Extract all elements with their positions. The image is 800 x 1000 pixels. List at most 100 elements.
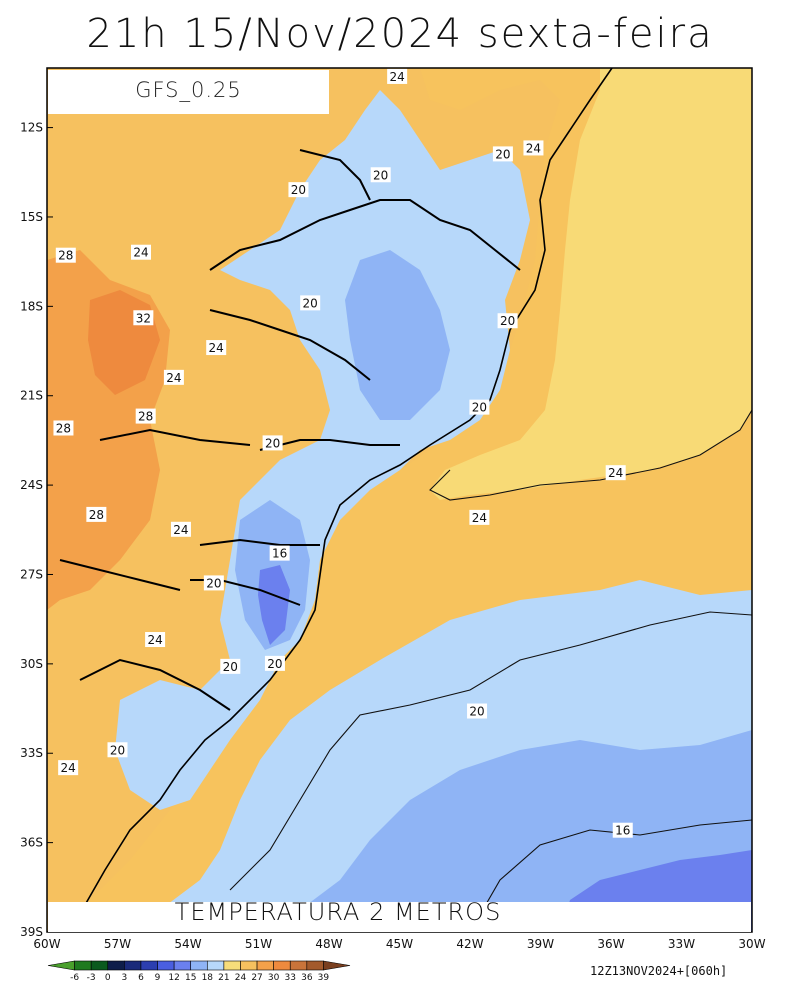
contour-label: 28: [138, 410, 153, 424]
contour-label-bg: [387, 68, 408, 84]
contour-label: 24: [390, 70, 405, 84]
colorbar-label: 18: [202, 973, 214, 983]
colorbar-segment: [74, 960, 92, 971]
colorbar-segment: [273, 960, 291, 971]
contour-label-bg: [269, 545, 290, 561]
lon-tick-label: 30W: [738, 937, 765, 951]
contour-label: 20: [291, 183, 306, 197]
contour-label-bg: [163, 369, 184, 385]
colorbar-segment: [306, 960, 324, 971]
cool-inland-area: [115, 90, 530, 810]
model-label-box: [48, 70, 329, 114]
contour-label: 16: [272, 547, 287, 561]
contour-label: 20: [469, 705, 484, 719]
contour-label: 20: [110, 743, 125, 757]
lon-tick-label: 42W: [456, 937, 483, 951]
map-axes: 60W 57W 54W 51W 48W 45W 42W 39W 36W 33W 30W 12S 15S 1…: [20, 121, 766, 951]
contour-label-bg: [53, 420, 74, 436]
colorbar-segment: [323, 960, 351, 971]
contour-label: 32: [136, 311, 151, 325]
contour-label: 20: [500, 314, 515, 328]
colorbar-segment: [289, 960, 308, 971]
contour-label: 20: [223, 660, 238, 674]
contour-label: 20: [495, 147, 510, 161]
contour-label: 24: [147, 633, 162, 647]
contour-label: 20: [206, 576, 221, 590]
contour-label-bg: [203, 575, 224, 591]
coldest-south-area: [258, 565, 290, 645]
colorbar-label: -6: [70, 973, 79, 983]
contour-label-bg: [605, 465, 626, 481]
lon-tick-label: 45W: [386, 937, 413, 951]
contour-label-bg: [469, 509, 490, 525]
contour-label: 20: [373, 168, 388, 182]
lon-tick-label: 51W: [245, 937, 272, 951]
contour-label: 20: [265, 436, 280, 450]
contour-label-bg: [170, 521, 191, 537]
contour-label-bg: [467, 703, 488, 719]
contour-label-bg: [220, 658, 241, 674]
contour-label-bg: [288, 182, 309, 198]
colorbar-label: 27: [251, 973, 262, 983]
contour-label: 24: [61, 761, 76, 775]
contour-labels: 24 24 20 24 20 20 28 24 20 32 20 24 24 28 20 28 20 24 28 24…: [53, 68, 633, 838]
run-label: 12Z13NOV2024+[060h]: [590, 964, 728, 978]
cold-inland-area: [345, 250, 450, 420]
contour-label-bg: [300, 295, 321, 311]
colorbar-label: 39: [318, 973, 330, 983]
contour-label-bg: [523, 140, 544, 156]
contour-label-bg: [58, 760, 79, 776]
contour-label: 24: [173, 523, 188, 537]
lat-tick-label: 12S: [20, 121, 43, 135]
colorbar: -6 -3 0 3 6 9 12 15 18 21 24 27 30 33 36 39: [47, 960, 351, 983]
variable-label-box: [48, 902, 751, 932]
colorbar-label: 33: [285, 973, 296, 983]
contour-label-bg: [135, 408, 156, 424]
colorbar-segment: [90, 960, 109, 971]
lat-tick-label: 33S: [20, 746, 43, 760]
colorbar-label: 24: [235, 973, 247, 983]
colorbar-segment: [157, 960, 175, 971]
contour-label-bg: [612, 822, 633, 838]
contour-label-bg: [206, 340, 227, 356]
contour-label-bg: [145, 632, 166, 648]
contour-label-bg: [86, 506, 107, 522]
contour-label-bg: [262, 435, 283, 451]
colorbar-segment: [173, 960, 192, 971]
colorbar-segment: [256, 960, 274, 971]
state-borders: [59, 149, 521, 711]
contour-label-bg: [131, 244, 151, 260]
lat-tick-label: 39S: [20, 925, 43, 939]
contour-label: 20: [303, 296, 318, 310]
contour-label: 24: [526, 141, 541, 155]
contour-label: 24: [209, 341, 224, 355]
colorbar-segment: [107, 960, 125, 971]
contour-label: 20: [472, 401, 487, 415]
lon-tick-label: 33W: [668, 937, 695, 951]
model-label: GFS_0.25: [135, 78, 242, 102]
colorbar-label: 30: [268, 973, 280, 983]
variable-label: TEMPERATURA 2 METROS: [174, 898, 502, 926]
lon-tick-label: 54W: [174, 937, 201, 951]
coastline: [69, 68, 613, 932]
lat-tick-label: 15S: [20, 210, 43, 224]
isotherm-20-ocean: [229, 611, 752, 891]
contour-label-bg: [469, 399, 490, 415]
colorbar-segment: [140, 960, 158, 971]
colorbar-segment: [206, 960, 225, 971]
contour-label-bg: [55, 247, 76, 263]
colorbar-label: 0: [105, 973, 111, 983]
lon-tick-label: 57W: [104, 937, 131, 951]
lat-tick-label: 21S: [20, 389, 43, 403]
colorbar-segment: [47, 960, 75, 971]
lat-tick-label: 27S: [20, 567, 43, 581]
colorbar-label: 15: [185, 973, 196, 983]
contour-label: 24: [472, 511, 487, 525]
colorbar-label: 6: [138, 973, 144, 983]
colorbar-segment: [240, 960, 258, 971]
colorbar-label: 21: [218, 973, 229, 983]
lon-tick-label: 60W: [33, 937, 60, 951]
colorbar-segment: [124, 960, 142, 971]
lat-tick-label: 36S: [20, 836, 43, 850]
